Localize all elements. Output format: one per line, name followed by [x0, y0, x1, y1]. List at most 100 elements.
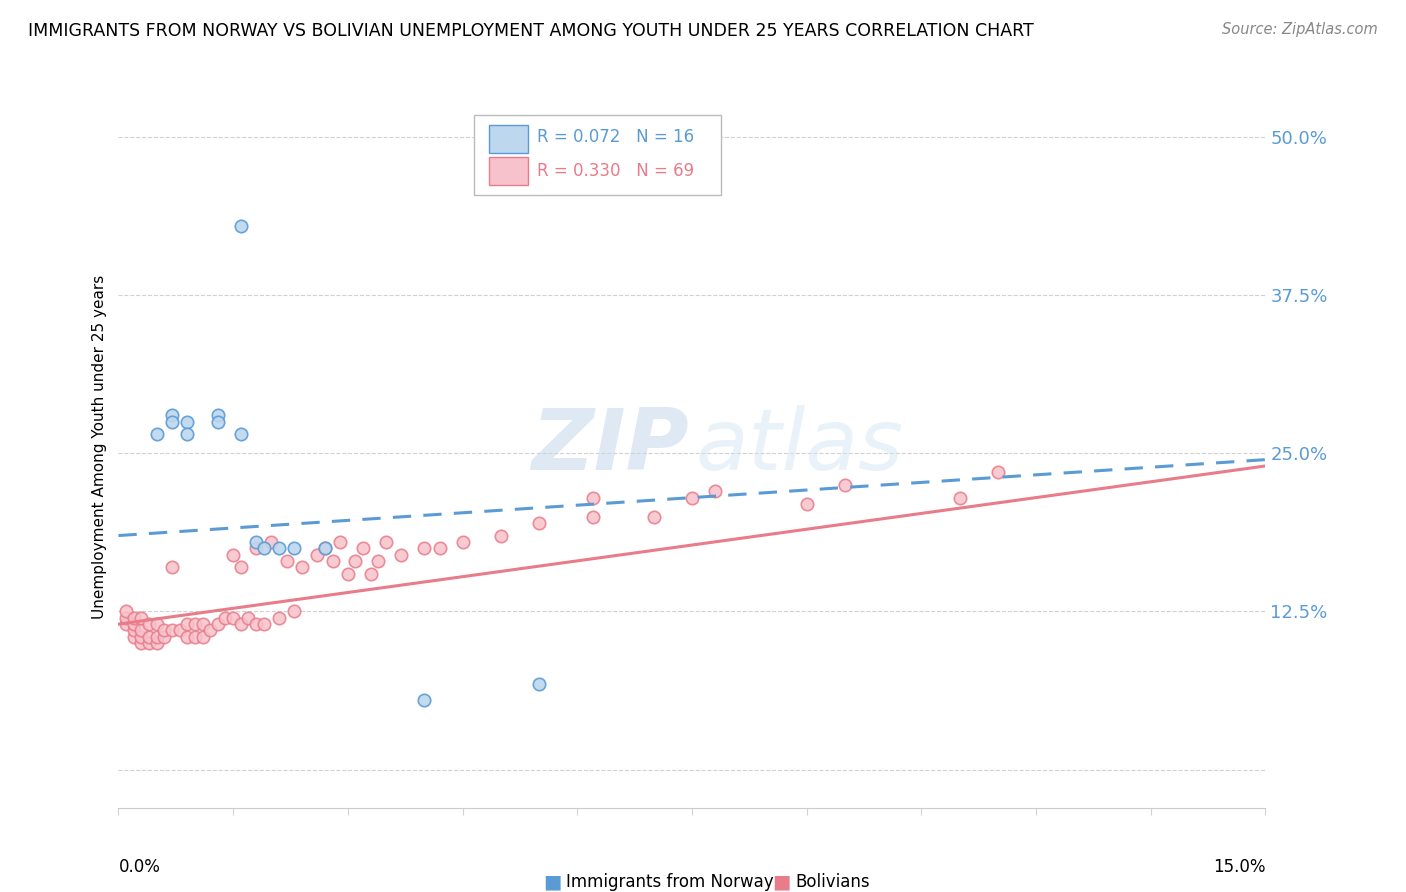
Point: [176, 617, 198, 632]
Point: [703, 484, 725, 499]
Point: [138, 630, 160, 644]
Text: 15.0%: 15.0%: [1213, 858, 1265, 876]
Point: [367, 554, 389, 568]
Point: [184, 630, 207, 644]
Point: [267, 541, 290, 556]
Point: [796, 497, 818, 511]
Point: [245, 541, 267, 556]
Point: [229, 219, 252, 233]
Point: [229, 427, 252, 442]
FancyBboxPatch shape: [474, 115, 721, 194]
Text: ■: ■: [543, 872, 561, 891]
Point: [283, 541, 305, 556]
Point: [375, 534, 398, 549]
Point: [138, 636, 160, 650]
Text: ZIP: ZIP: [531, 406, 689, 489]
Point: [291, 560, 314, 574]
Point: [207, 617, 229, 632]
Point: [122, 624, 145, 638]
Point: [169, 624, 191, 638]
Text: ■: ■: [772, 872, 790, 891]
Point: [145, 617, 167, 632]
Point: [314, 541, 336, 556]
Text: atlas: atlas: [696, 406, 904, 489]
Text: IMMIGRANTS FROM NORWAY VS BOLIVIAN UNEMPLOYMENT AMONG YOUTH UNDER 25 YEARS CORRE: IMMIGRANTS FROM NORWAY VS BOLIVIAN UNEMP…: [28, 22, 1033, 40]
Point: [200, 624, 222, 638]
Point: [145, 630, 167, 644]
Point: [276, 554, 298, 568]
Point: [344, 554, 367, 568]
Point: [229, 617, 252, 632]
Point: [145, 636, 167, 650]
Point: [314, 541, 336, 556]
Point: [413, 693, 436, 707]
Text: 0.0%: 0.0%: [118, 858, 160, 876]
Point: [360, 566, 382, 581]
Point: [160, 415, 183, 429]
Point: [451, 534, 474, 549]
Point: [214, 611, 236, 625]
Point: [329, 534, 352, 549]
Point: [949, 491, 972, 505]
Point: [131, 611, 153, 625]
FancyBboxPatch shape: [489, 157, 527, 186]
Point: [222, 611, 245, 625]
Point: [207, 409, 229, 423]
Point: [238, 611, 260, 625]
Point: [283, 605, 305, 619]
Point: [222, 548, 245, 562]
Point: [987, 465, 1010, 479]
Point: [322, 554, 344, 568]
Point: [153, 624, 176, 638]
Point: [643, 509, 665, 524]
Point: [389, 548, 412, 562]
Point: [176, 630, 198, 644]
Text: Source: ZipAtlas.com: Source: ZipAtlas.com: [1222, 22, 1378, 37]
Point: [253, 541, 276, 556]
Point: [581, 491, 603, 505]
Point: [260, 534, 283, 549]
Point: [429, 541, 451, 556]
Y-axis label: Unemployment Among Youth under 25 years: Unemployment Among Youth under 25 years: [93, 275, 107, 619]
Point: [115, 611, 138, 625]
Text: Bolivians: Bolivians: [796, 872, 870, 890]
Point: [122, 617, 145, 632]
Point: [160, 560, 183, 574]
Point: [184, 617, 207, 632]
Point: [176, 415, 198, 429]
Point: [267, 611, 290, 625]
Point: [834, 478, 856, 492]
Text: R = 0.330   N = 69: R = 0.330 N = 69: [537, 161, 695, 180]
Point: [245, 617, 267, 632]
Point: [581, 509, 603, 524]
Point: [229, 560, 252, 574]
Point: [160, 409, 183, 423]
Point: [122, 630, 145, 644]
Point: [191, 617, 214, 632]
Point: [352, 541, 374, 556]
Point: [413, 541, 436, 556]
Point: [245, 534, 267, 549]
Point: [307, 548, 329, 562]
Point: [122, 611, 145, 625]
Point: [527, 516, 550, 530]
Point: [681, 491, 703, 505]
Point: [253, 617, 276, 632]
Point: [131, 636, 153, 650]
Point: [138, 617, 160, 632]
Point: [115, 617, 138, 632]
FancyBboxPatch shape: [489, 125, 527, 153]
Point: [145, 427, 167, 442]
Text: Immigrants from Norway: Immigrants from Norway: [565, 872, 773, 890]
Point: [527, 676, 550, 690]
Point: [336, 566, 359, 581]
Point: [191, 630, 214, 644]
Point: [489, 528, 512, 542]
Point: [131, 624, 153, 638]
Point: [176, 427, 198, 442]
Point: [131, 630, 153, 644]
Text: R = 0.072   N = 16: R = 0.072 N = 16: [537, 128, 695, 146]
Point: [160, 624, 183, 638]
Point: [115, 605, 138, 619]
Point: [153, 630, 176, 644]
